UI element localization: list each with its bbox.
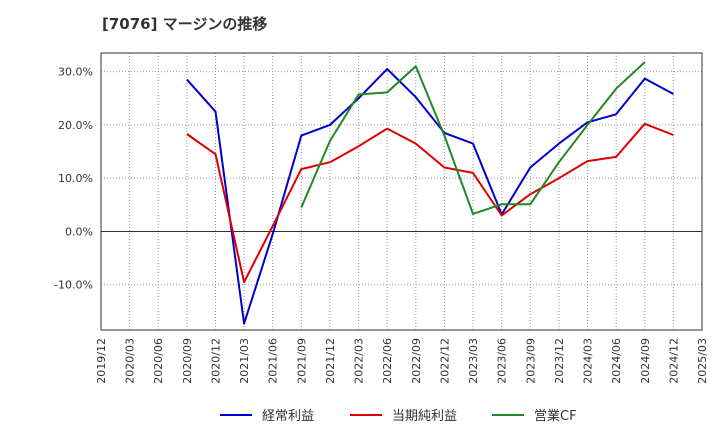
legend: 経常利益 当期純利益 営業CF: [220, 408, 577, 424]
y-tick-label: -10.0%: [54, 279, 93, 292]
legend-label: 当期純利益: [392, 409, 457, 424]
legend-label: 経常利益: [262, 409, 314, 424]
x-tick-label: 2022/06: [381, 338, 394, 384]
x-tick-label: 2021/12: [324, 338, 337, 384]
x-tick-label: 2020/03: [124, 338, 137, 384]
x-tick-label: 2025/03: [696, 338, 709, 384]
series-line-2: [186, 122, 674, 284]
x-tick-label: 2023/12: [553, 338, 566, 384]
x-tick-label: 2023/09: [524, 338, 537, 384]
x-tick-label: 2019/12: [95, 338, 108, 384]
y-axis-ticks: -10.0% 0.0% 10.0% 20.0% 30.0%: [54, 66, 93, 292]
x-tick-label: 2021/09: [295, 338, 308, 384]
series-lines: [186, 61, 674, 325]
y-tick-label: 30.0%: [58, 66, 93, 79]
series-line-1: [186, 68, 674, 325]
y-tick-label: 10.0%: [58, 172, 93, 185]
x-tick-label: 2020/12: [209, 338, 222, 384]
x-tick-label: 2024/06: [610, 338, 623, 384]
series-line-3: [300, 61, 646, 215]
x-tick-label: 2024/12: [667, 338, 680, 384]
y-tick-label: 0.0%: [65, 225, 93, 238]
x-tick-label: 2024/09: [639, 338, 652, 384]
x-tick-label: 2024/03: [582, 338, 595, 384]
x-axis-ticks: 2019/12 2020/03 2020/06 2020/09 2020/12 2021/…: [95, 338, 709, 384]
x-tick-label: 2021/06: [267, 338, 280, 384]
x-tick-label: 2022/12: [438, 338, 451, 384]
x-tick-label: 2023/03: [467, 338, 480, 384]
x-tick-label: 2022/03: [353, 338, 366, 384]
chart-title: [7076] マージンの推移: [102, 15, 268, 33]
plot-frame: [100, 52, 703, 331]
plot-border: [100, 52, 703, 331]
x-tick-label: 2020/06: [152, 338, 165, 384]
y-tick-label: 20.0%: [58, 119, 93, 132]
x-tick-label: 2023/06: [496, 338, 509, 384]
x-tick-label: 2022/09: [410, 338, 423, 384]
x-tick-label: 2021/03: [238, 338, 251, 384]
x-tick-label: 2020/09: [181, 338, 194, 384]
legend-label: 営業CF: [534, 408, 577, 424]
